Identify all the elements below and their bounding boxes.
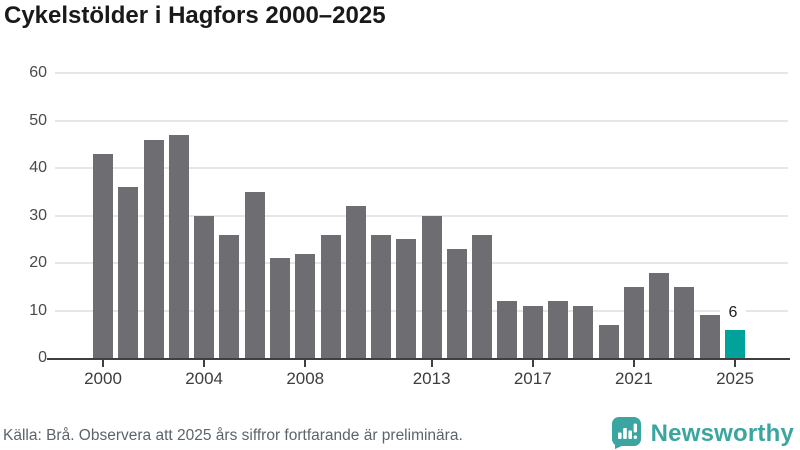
x-axis-label-2017: 2017	[513, 369, 552, 388]
bar-2000	[93, 153, 113, 358]
y-axis-label-0: 0	[38, 349, 47, 366]
gridline-30	[55, 214, 788, 217]
bar-2015	[472, 234, 493, 358]
bar-2021	[623, 286, 644, 358]
gridline-20	[55, 262, 788, 264]
y-axis-label-60: 60	[29, 64, 47, 81]
highlight-value-label: 6	[720, 303, 746, 321]
brand-name: Newsworthy	[650, 419, 794, 447]
x-axis-tick-2017	[531, 360, 534, 367]
x-axis-tick-2025	[734, 360, 736, 367]
y-axis-label-10: 10	[29, 301, 47, 319]
y-axis-label-50: 50	[29, 111, 47, 129]
x-axis-label-2013: 2013	[412, 369, 451, 388]
bar-2018	[548, 301, 569, 358]
x-axis-tick-2013	[430, 360, 433, 367]
x-axis-label-2025: 2025	[716, 369, 754, 388]
bar-2007	[269, 258, 290, 358]
gridline-10	[55, 309, 788, 312]
source-note: Källa: Brå. Observera att 2025 års siffr…	[3, 427, 463, 444]
newsworthy-badge-icon	[611, 416, 642, 450]
bar-2003	[168, 134, 189, 358]
x-axis-tick-2004	[203, 360, 206, 367]
bar-2017	[522, 305, 543, 358]
x-axis-label-2008: 2008	[286, 369, 325, 388]
bar-2025	[725, 329, 745, 358]
bar-2002	[143, 139, 164, 358]
x-axis-label-2004: 2004	[185, 369, 224, 388]
bar-2010	[345, 206, 366, 358]
gridline-60	[55, 72, 788, 74]
bar-2006	[244, 191, 265, 358]
y-axis-label-40: 40	[29, 159, 47, 176]
bar-2011	[371, 234, 392, 358]
bar-2016	[497, 301, 518, 358]
bar-2014	[446, 248, 467, 358]
bar-2022	[649, 272, 670, 358]
y-axis-label-20: 20	[29, 254, 47, 271]
bar-2009	[320, 234, 341, 358]
bar-2005	[219, 234, 240, 358]
y-axis-label-30: 30	[29, 206, 47, 224]
x-axis-tick-2000	[102, 360, 104, 367]
gridline-40	[55, 167, 788, 169]
gridline-50	[55, 119, 788, 122]
x-axis-tick-2008	[304, 360, 307, 367]
bar-2019	[573, 305, 594, 358]
bar-2024	[699, 315, 720, 358]
chart-title: Cykelstölder i Hagfors 2000–2025	[4, 2, 386, 29]
brand-logo: Newsworthy	[611, 416, 794, 450]
x-axis-label-2021: 2021	[614, 369, 653, 388]
x-axis-line	[47, 358, 790, 360]
x-axis-tick-2021	[632, 360, 635, 367]
bar-2023	[674, 286, 695, 358]
x-axis-label-2000: 2000	[84, 369, 122, 388]
bar-2020	[598, 324, 619, 358]
bar-2013	[421, 215, 442, 358]
bar-2004	[194, 215, 215, 358]
bar-2001	[118, 187, 139, 358]
plot-area: 0 10 20 30 40 50 60 2000 2004 2008 2013 2017 2021 202…	[29, 64, 790, 388]
bar-2008	[295, 253, 316, 358]
bar-2012	[396, 239, 417, 358]
